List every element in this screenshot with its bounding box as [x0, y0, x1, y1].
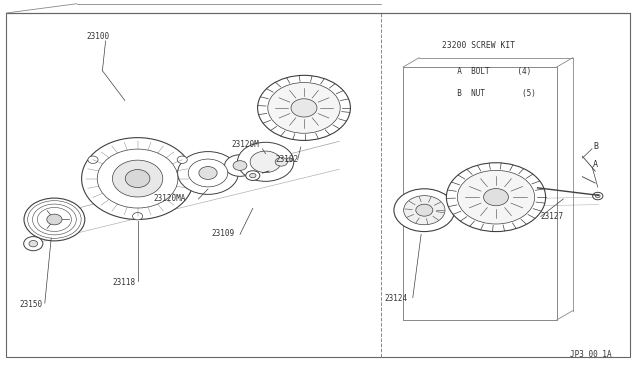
Text: 23100: 23100 — [86, 32, 109, 41]
Ellipse shape — [28, 201, 81, 238]
Ellipse shape — [199, 167, 217, 179]
Ellipse shape — [88, 156, 98, 163]
Text: 23118: 23118 — [112, 278, 135, 286]
Ellipse shape — [24, 198, 85, 241]
Ellipse shape — [593, 192, 603, 200]
Ellipse shape — [82, 138, 193, 219]
Text: B  NUT        (5): B NUT (5) — [448, 89, 536, 98]
Ellipse shape — [188, 159, 228, 187]
Ellipse shape — [29, 240, 38, 247]
Text: 23109: 23109 — [211, 229, 234, 238]
Ellipse shape — [258, 75, 351, 140]
Ellipse shape — [132, 212, 143, 220]
Ellipse shape — [47, 214, 62, 225]
Ellipse shape — [458, 170, 534, 224]
Ellipse shape — [37, 208, 72, 231]
Text: 23150: 23150 — [19, 300, 42, 309]
Text: 23120MA: 23120MA — [154, 194, 186, 203]
Ellipse shape — [291, 99, 317, 117]
Ellipse shape — [394, 189, 455, 231]
Text: A: A — [593, 160, 598, 169]
Text: 23120M: 23120M — [232, 140, 259, 149]
Ellipse shape — [177, 156, 188, 163]
Ellipse shape — [24, 237, 43, 251]
Ellipse shape — [113, 160, 163, 197]
Ellipse shape — [250, 151, 281, 173]
Ellipse shape — [225, 155, 255, 176]
Ellipse shape — [246, 171, 260, 180]
Ellipse shape — [233, 161, 247, 170]
Ellipse shape — [287, 158, 292, 162]
Ellipse shape — [416, 204, 433, 216]
Text: A  BOLT      (4): A BOLT (4) — [448, 67, 531, 76]
Text: B: B — [593, 142, 598, 151]
Ellipse shape — [237, 142, 294, 182]
Ellipse shape — [97, 149, 178, 208]
Text: 23200 SCREW KIT: 23200 SCREW KIT — [442, 41, 515, 50]
Ellipse shape — [595, 194, 600, 198]
Ellipse shape — [404, 196, 445, 225]
Ellipse shape — [178, 151, 239, 194]
Ellipse shape — [268, 83, 340, 133]
Ellipse shape — [33, 204, 76, 235]
Ellipse shape — [275, 157, 287, 166]
Text: JP3 00 1A: JP3 00 1A — [570, 350, 611, 359]
Text: 23124: 23124 — [384, 294, 407, 303]
Text: 23127: 23127 — [541, 212, 564, 221]
Ellipse shape — [250, 173, 256, 178]
Text: 23102: 23102 — [275, 155, 298, 164]
Ellipse shape — [484, 189, 508, 206]
Ellipse shape — [125, 170, 150, 187]
Ellipse shape — [447, 163, 545, 231]
